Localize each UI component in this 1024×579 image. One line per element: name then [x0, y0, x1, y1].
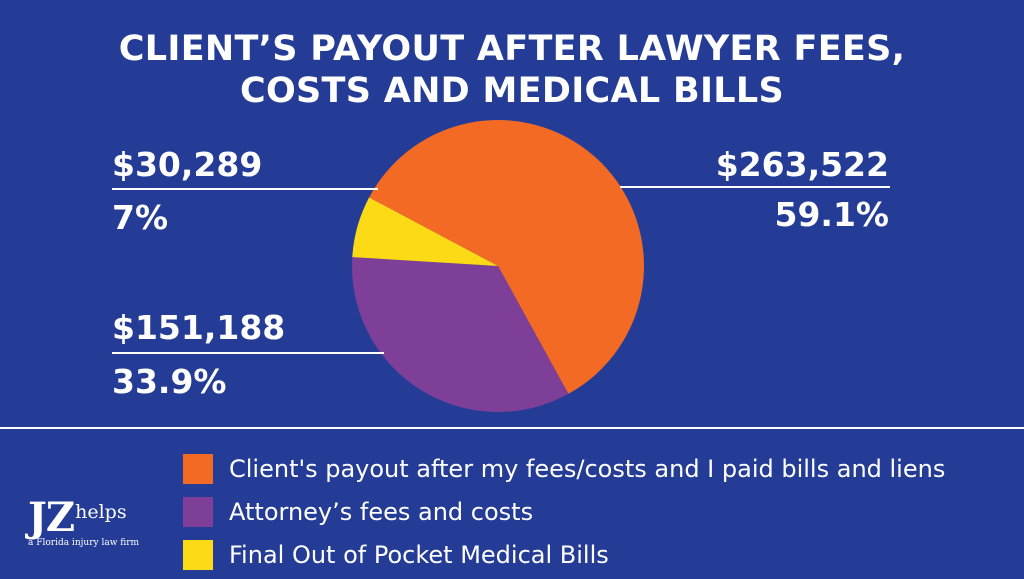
medical-bills-percent-label: 7% — [112, 198, 169, 237]
legend-label-medical-bills: Final Out of Pocket Medical Bills — [229, 541, 609, 569]
chart-title: CLIENT’S PAYOUT AFTER LAWYER FEES, COSTS… — [0, 28, 1024, 112]
chart-title-line-1: CLIENT’S PAYOUT AFTER LAWYER FEES, — [118, 29, 906, 69]
client-payout-leader-line — [620, 186, 890, 188]
client-payout-amount-label: $263,522 — [715, 145, 889, 184]
client-payout-percent-label: 59.1% — [774, 195, 890, 234]
logo-main-text: JZ — [28, 494, 75, 541]
pie-slice-attorney-fees — [351, 257, 569, 413]
legend-item-attorney-fees: Attorney’s fees and costs — [183, 493, 945, 531]
pie-slice-medical-bills — [352, 197, 498, 266]
legend-swatch-client-payout — [183, 454, 213, 484]
logo-sub-text: helps — [75, 501, 127, 523]
attorney-fees-amount-label: $151,188 — [112, 308, 286, 347]
pie-slice-client-payout — [369, 120, 644, 394]
attorney-fees-percent-label: 33.9% — [112, 362, 227, 401]
legend-item-medical-bills: Final Out of Pocket Medical Bills — [183, 536, 945, 574]
legend: Client's payout after my fees/costs and … — [183, 450, 945, 579]
logo-tagline: a Florida injury law firm — [28, 538, 140, 548]
legend-divider — [0, 427, 1024, 429]
legend-item-client-payout: Client's payout after my fees/costs and … — [183, 450, 945, 488]
attorney-fees-leader-line — [112, 352, 384, 354]
legend-swatch-medical-bills — [183, 540, 213, 570]
legend-label-attorney-fees: Attorney’s fees and costs — [229, 498, 534, 526]
medical-bills-leader-line — [112, 188, 378, 190]
chart-title-line-2: COSTS AND MEDICAL BILLS — [239, 71, 785, 111]
jz-helps-logo: JZhelps a Florida injury law firm — [28, 494, 140, 549]
legend-label-client-payout: Client's payout after my fees/costs and … — [229, 455, 946, 483]
legend-swatch-attorney-fees — [183, 497, 213, 527]
medical-bills-amount-label: $30,289 — [112, 145, 263, 184]
